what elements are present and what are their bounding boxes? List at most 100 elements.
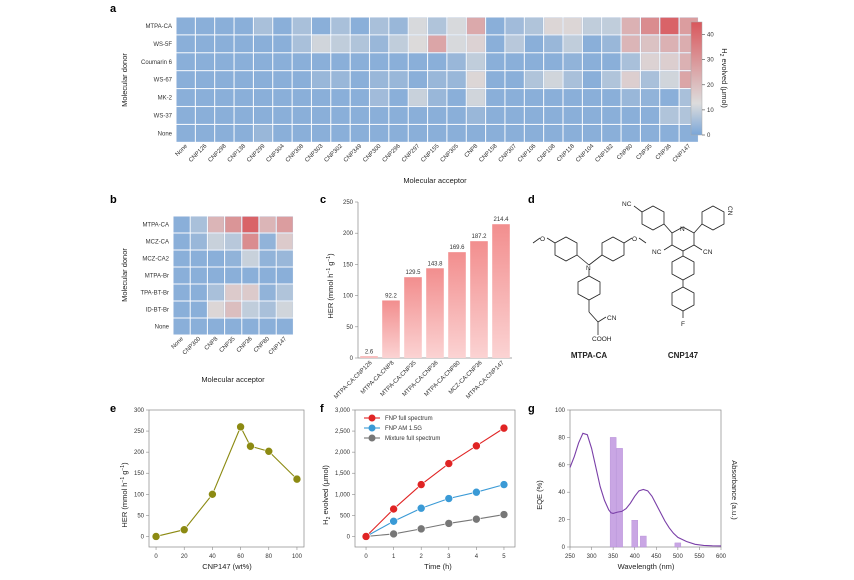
- data-point: [499, 480, 509, 489]
- y-tick-label: 40: [558, 490, 565, 496]
- heatmap-cell: [292, 53, 312, 71]
- heatmap-cell: [173, 267, 190, 284]
- bar: [448, 252, 466, 358]
- heatmap-cell: [311, 17, 331, 35]
- data-point: [444, 519, 454, 528]
- heatmap-cell: [544, 88, 563, 107]
- heatmap-cell: [427, 17, 447, 35]
- heatmap-cell: [276, 318, 294, 335]
- eqe-bar: [674, 542, 682, 548]
- colorbar-tick-label: 30: [707, 58, 714, 64]
- y-tick-label: 80: [558, 435, 565, 441]
- eqe-bar: [616, 448, 623, 548]
- column-label: CNP126: [188, 143, 209, 164]
- heatmap-cell: [311, 88, 331, 107]
- bar: [360, 356, 378, 358]
- heatmap-cell: [640, 71, 660, 89]
- column-label: CNP36: [236, 336, 254, 354]
- heatmap-a: MTPA-CA WS-5F Coumarin 6 WS-67 MK-2 WS-37 None…: [141, 17, 699, 164]
- heatmap-cell: [173, 284, 190, 301]
- heatmap-cell: [276, 233, 294, 250]
- panel-label-e: e: [110, 403, 116, 415]
- heatmap-cell: [563, 71, 582, 89]
- colorbar-tick-label: 40: [707, 33, 714, 39]
- heatmap-cell: [215, 17, 234, 35]
- bar-data-label: 2.6: [365, 349, 374, 355]
- heatmap-cell: [195, 53, 215, 71]
- column-label: CNP158: [478, 143, 499, 164]
- y-tick-label: 200: [343, 231, 354, 237]
- structure-label-mtpa-ca: MTPA-CA: [571, 351, 608, 360]
- heatmap-cell: [234, 71, 254, 89]
- heatmap-cell: [242, 301, 259, 318]
- heatmap-cell: [242, 267, 259, 284]
- heatmap-cell: [524, 53, 544, 71]
- atom-cn-top-right: CN: [726, 206, 733, 216]
- atom-nc-top: NC: [622, 201, 632, 208]
- heatmap-cell: [466, 17, 486, 35]
- heatmap-cell: [660, 88, 679, 107]
- line-chart-f-xlabel: Time (h): [424, 562, 452, 571]
- heatmap-cell: [350, 124, 370, 142]
- heatmap-cell: [253, 124, 273, 142]
- atom-cooh: COOH: [592, 336, 612, 343]
- heatmap-cell: [389, 71, 408, 89]
- heatmap-cell: [195, 88, 215, 107]
- column-label: CNP8: [464, 143, 480, 159]
- y-tick-label: 100: [555, 408, 566, 414]
- bar-data-label: 187.2: [471, 234, 487, 240]
- x-tick-label: 2: [420, 554, 424, 560]
- column-label: CNP108: [536, 143, 557, 164]
- column-label: CNP302: [324, 143, 345, 164]
- line-series: [365, 484, 505, 537]
- heatmap-cell: [292, 88, 312, 107]
- data-point: [264, 447, 274, 456]
- heatmap-cell: [242, 318, 259, 335]
- heatmap-cell: [466, 53, 486, 71]
- colorbar-tick-label: 20: [707, 83, 714, 89]
- column-label: CNP307: [498, 143, 519, 164]
- data-point: [444, 494, 454, 503]
- heatmap-cell: [176, 53, 196, 71]
- row-label: WS-5F: [153, 42, 172, 48]
- heatmap-cell: [311, 71, 331, 89]
- heatmap-cell: [276, 301, 294, 318]
- heatmap-cell: [447, 17, 466, 35]
- data-point: [179, 525, 189, 535]
- heatmap-cell: [621, 17, 641, 35]
- heatmap-cell: [276, 250, 294, 267]
- x-tick-label: 550: [694, 554, 705, 560]
- heatmap-cell: [505, 71, 524, 89]
- heatmap-cell: [176, 88, 196, 107]
- bar-data-label: 129.5: [405, 270, 421, 276]
- legend-label: Mixture full spectrum: [385, 436, 440, 442]
- row-label: MTPA-Br: [145, 274, 169, 280]
- heatmap-cell: [485, 17, 505, 35]
- heatmap-cell: [190, 216, 208, 233]
- heatmap-cell: [273, 53, 292, 71]
- heatmap-cell: [259, 284, 276, 301]
- heatmap-cell: [195, 17, 215, 35]
- heatmap-cell: [466, 106, 486, 125]
- heatmap-cell: [582, 71, 602, 89]
- heatmap-cell: [176, 106, 196, 125]
- atom-n-ring: N: [680, 226, 685, 233]
- heatmap-cell: [207, 284, 225, 301]
- heatmap-cell: [273, 106, 292, 125]
- heatmap-cell: [563, 35, 582, 53]
- heatmap-cell: [369, 124, 389, 142]
- bar: [404, 277, 422, 358]
- heatmap-cell: [505, 53, 524, 71]
- heatmap-cell: [311, 106, 331, 125]
- heatmap-cell: [408, 88, 428, 107]
- heatmap-b: MTPA-CA MCZ-CA MCZ-CA2 MTPA-Br TPA-BT-Br ID-B…: [140, 216, 294, 357]
- heatmap-cell: [582, 106, 602, 125]
- x-tick-label: 100: [292, 554, 303, 560]
- heatmap-cell: [259, 267, 276, 284]
- atom-o-right: O: [632, 236, 637, 243]
- column-label: CNP300: [182, 336, 203, 357]
- column-label: None: [171, 336, 186, 351]
- heatmap-a-ylabel: Molecular donor: [120, 53, 129, 107]
- heatmap-cell: [207, 250, 225, 267]
- heatmap-cell: [602, 53, 621, 71]
